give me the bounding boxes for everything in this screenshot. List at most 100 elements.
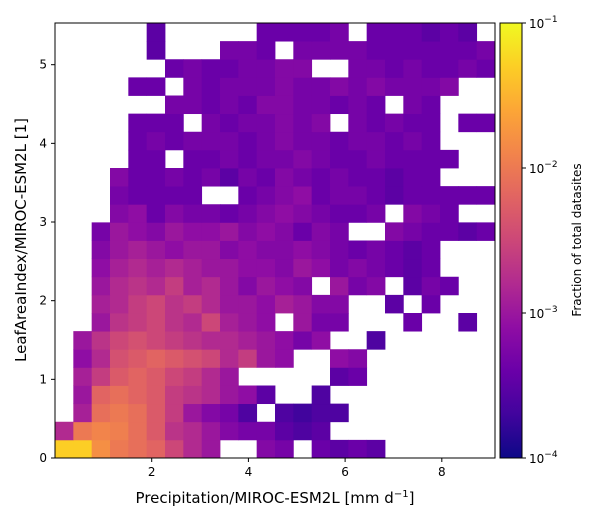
heatmap-cell: [311, 204, 331, 223]
heatmap-cell: [403, 313, 423, 332]
heatmap-cell: [403, 41, 423, 60]
heatmap-cell: [330, 276, 349, 296]
heatmap-cell: [91, 222, 111, 241]
heatmap-cell: [330, 403, 349, 423]
heatmap-cell: [183, 294, 203, 314]
heatmap-cell: [220, 204, 239, 223]
heatmap-cell: [385, 149, 404, 169]
heatmap-cell: [366, 204, 386, 223]
heatmap-cell: [256, 421, 276, 441]
heatmap-cell: [421, 222, 441, 241]
heatmap-cell: [256, 276, 276, 296]
heatmap-cell: [275, 240, 294, 260]
heatmap-cell: [238, 421, 258, 441]
heatmap-cell: [201, 403, 221, 423]
colorbar-tick-label: 10−1: [529, 15, 558, 31]
heatmap-cell: [311, 331, 331, 350]
heatmap-cell: [220, 77, 239, 96]
heatmap-cell: [330, 240, 349, 260]
heatmap-cell: [110, 240, 129, 260]
heatmap-cell: [201, 204, 221, 223]
y-tick-label: 3: [39, 215, 47, 229]
heatmap-cell: [476, 186, 496, 205]
heatmap-cell: [73, 403, 93, 423]
heatmap-cell: [146, 294, 166, 314]
heatmap-cell: [238, 276, 258, 296]
heatmap-cell: [421, 41, 441, 60]
heatmap-cell: [256, 77, 276, 96]
colorbar-tick-label: 10−4: [529, 450, 558, 466]
heatmap-cell: [238, 113, 258, 133]
heatmap-cell: [293, 222, 313, 241]
heatmap-cell: [275, 168, 294, 187]
heatmap-cell: [421, 23, 441, 42]
heatmap-cell: [275, 222, 294, 241]
heatmap-cell: [403, 204, 423, 223]
heatmap-cell: [293, 149, 313, 169]
heatmap-cell: [238, 294, 258, 314]
heatmap-cell: [201, 349, 221, 368]
heatmap-cell: [238, 41, 258, 60]
heatmap-cell: [110, 421, 129, 441]
heatmap-cell: [146, 439, 166, 459]
heatmap-cell: [165, 131, 184, 151]
heatmap-cell: [421, 77, 441, 96]
colorbar-tick-label: 10−3: [529, 305, 558, 321]
heatmap-cell: [366, 59, 386, 78]
heatmap-cell: [311, 421, 331, 441]
heatmap-cell: [403, 276, 423, 296]
heatmap-cell: [311, 168, 331, 187]
heatmap-cell: [183, 186, 203, 205]
heatmap-cell: [128, 258, 148, 278]
heatmap-cell: [293, 77, 313, 96]
heatmap-cell: [91, 313, 111, 332]
heatmap-cell: [165, 113, 184, 133]
y-tick-label: 1: [39, 372, 47, 386]
heatmap-cell: [256, 385, 276, 405]
heatmap-cell: [311, 131, 331, 151]
heatmap-cell: [256, 131, 276, 151]
heatmap-cell: [128, 276, 148, 296]
heatmap-cell: [403, 186, 423, 205]
x-axis-title: Precipitation/MIROC-ESM2L [mm d−1]: [136, 489, 415, 507]
heatmap-cell: [403, 59, 423, 78]
heatmap-cell: [220, 258, 239, 278]
heatmap-cell: [201, 331, 221, 350]
heatmap-cell: [275, 276, 294, 296]
heatmap-cell: [165, 186, 184, 205]
heatmap-cell: [348, 95, 368, 115]
heatmap-cell: [128, 149, 148, 169]
heatmap-cell: [201, 421, 221, 441]
heatmap-cell: [183, 276, 203, 296]
heatmap-cell: [366, 149, 386, 169]
heatmap-cell: [385, 222, 404, 241]
heatmap-cell: [293, 421, 313, 441]
heatmap-cell: [91, 258, 111, 278]
heatmap-cell: [275, 349, 294, 368]
heatmap-cell: [330, 77, 349, 96]
heatmap-cell: [256, 204, 276, 223]
heatmap-cell: [421, 240, 441, 260]
heatmap-cell: [220, 385, 239, 405]
heatmap-cell: [366, 439, 386, 459]
heatmap-cell: [165, 313, 184, 332]
heatmap-cell: [366, 186, 386, 205]
heatmap-cell: [275, 149, 294, 169]
heatmap-cell: [183, 95, 203, 115]
heatmap-cell: [330, 349, 349, 368]
heatmap-cell: [403, 95, 423, 115]
heatmap-cell: [403, 131, 423, 151]
heatmap-cell: [275, 113, 294, 133]
heatmap-cell: [330, 294, 349, 314]
heatmap-cell: [220, 41, 239, 60]
heatmap-cell: [476, 41, 496, 60]
heatmap-cell: [165, 168, 184, 187]
heatmap-cell: [73, 367, 93, 386]
heatmap-cell: [366, 240, 386, 260]
heatmap-cell: [201, 276, 221, 296]
heatmap-cell: [55, 439, 74, 459]
heatmap-cell: [348, 204, 368, 223]
heatmap-cell: [385, 240, 404, 260]
heatmap-cell: [110, 186, 129, 205]
heatmap-cell: [330, 186, 349, 205]
